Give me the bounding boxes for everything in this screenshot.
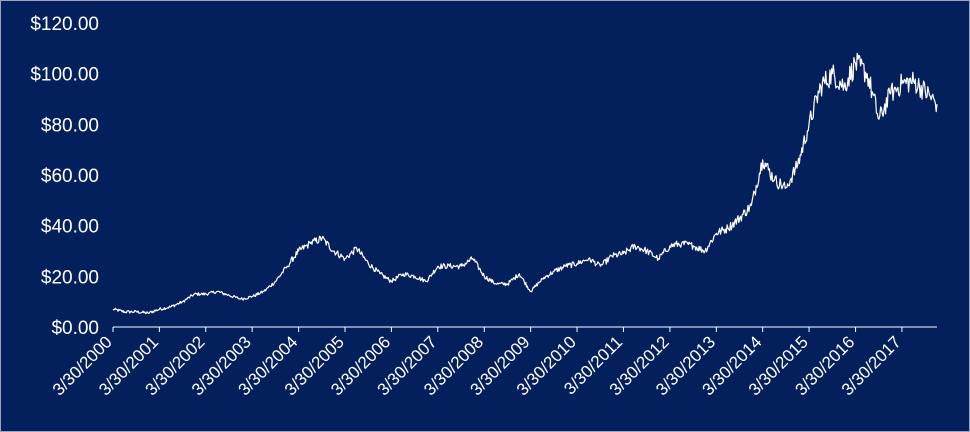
x-axis-tick-labels: 3/30/20003/30/20013/30/20023/30/20033/30… xyxy=(49,332,905,399)
y-tick-label: $20.00 xyxy=(41,267,99,288)
y-axis-tick-labels: $0.00 $20.00 $40.00 $60.00 $80.00 $100.00 $120… xyxy=(30,14,99,339)
y-tick-label: $0.00 xyxy=(51,318,99,339)
series-line xyxy=(112,52,938,315)
y-tick-label: $100.00 xyxy=(30,65,99,86)
y-tick-label: $60.00 xyxy=(41,166,99,187)
y-tick-label: $80.00 xyxy=(41,115,99,136)
y-tick-label: $40.00 xyxy=(41,217,99,238)
x-axis-tick-marks xyxy=(112,327,903,332)
y-tick-label: $120.00 xyxy=(30,14,99,35)
